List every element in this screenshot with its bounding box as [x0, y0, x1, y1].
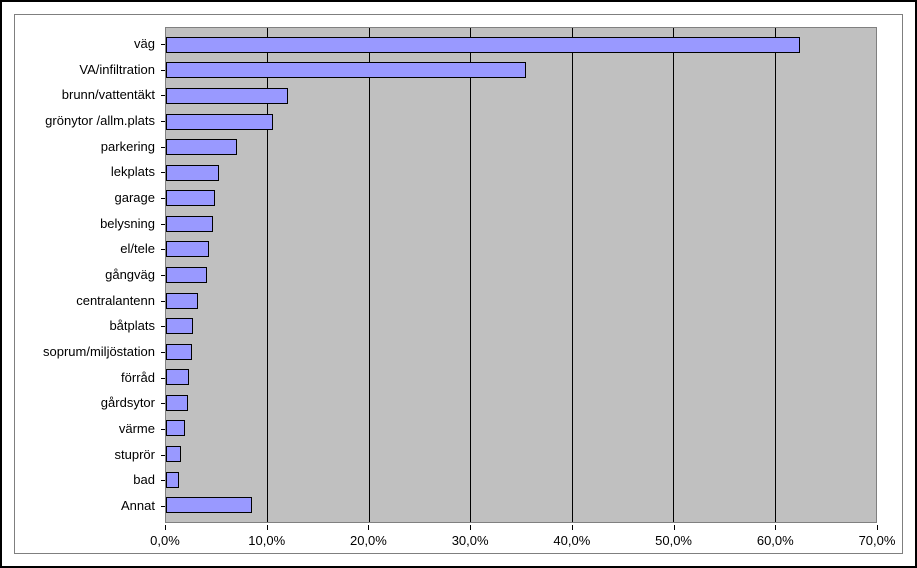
- y-tick: [161, 326, 165, 327]
- y-tick: [161, 172, 165, 173]
- y-tick: [161, 378, 165, 379]
- x-tick: [165, 525, 166, 530]
- bar-row: [166, 139, 876, 155]
- bar-row: [166, 293, 876, 309]
- x-tick: [470, 525, 471, 530]
- x-axis-label: 70,0%: [859, 533, 896, 548]
- bar-row: [166, 114, 876, 130]
- y-tick: [161, 249, 165, 250]
- y-tick: [161, 301, 165, 302]
- x-axis-label: 0,0%: [150, 533, 180, 548]
- y-axis-label: Annat: [15, 498, 160, 514]
- bar-row: [166, 216, 876, 232]
- y-axis-label: garage: [15, 190, 160, 206]
- bar: [166, 472, 179, 488]
- bar: [166, 395, 188, 411]
- bar: [166, 420, 185, 436]
- y-tick: [161, 480, 165, 481]
- y-tick: [161, 70, 165, 71]
- bar-row: [166, 37, 876, 53]
- outer-frame: väg VA/infiltration brunn/vattentäkt grönyt…: [0, 0, 917, 568]
- bar: [166, 446, 181, 462]
- bar-row: [166, 497, 876, 513]
- bar-row: [166, 88, 876, 104]
- y-axis-label: gångväg: [15, 267, 160, 283]
- y-axis-label: båtplats: [15, 318, 160, 334]
- x-tick: [572, 525, 573, 530]
- bar: [166, 37, 800, 53]
- bar-row: [166, 241, 876, 257]
- y-axis-label: soprum/miljöstation: [15, 344, 160, 360]
- x-tick: [267, 525, 268, 530]
- y-tick: [161, 95, 165, 96]
- x-axis-label: 60,0%: [757, 533, 794, 548]
- y-axis-label: belysning: [15, 216, 160, 232]
- y-axis-label: förråd: [15, 370, 160, 386]
- bar: [166, 241, 209, 257]
- bar-row: [166, 395, 876, 411]
- y-axis-label: lekplats: [15, 164, 160, 180]
- y-tick: [161, 44, 165, 45]
- y-tick: [161, 506, 165, 507]
- bar: [166, 369, 189, 385]
- y-axis-label: centralantenn: [15, 293, 160, 309]
- y-tick: [161, 352, 165, 353]
- bar-row: [166, 369, 876, 385]
- x-axis-label: 40,0%: [553, 533, 590, 548]
- y-axis-label: bad: [15, 472, 160, 488]
- bars-container: [166, 28, 876, 522]
- bar: [166, 497, 252, 513]
- y-tick: [161, 403, 165, 404]
- y-tick: [161, 224, 165, 225]
- y-tick: [161, 198, 165, 199]
- x-tick: [674, 525, 675, 530]
- chart-frame: väg VA/infiltration brunn/vattentäkt grönyt…: [14, 14, 903, 554]
- y-axis-label: grönytor /allm.plats: [15, 113, 160, 129]
- x-axis-labels: 0,0%10,0%20,0%30,0%40,0%50,0%60,0%70,0%: [165, 525, 877, 553]
- y-tick: [161, 455, 165, 456]
- x-tick: [775, 525, 776, 530]
- bar-row: [166, 62, 876, 78]
- y-axis-label: el/tele: [15, 241, 160, 257]
- y-axis-label: väg: [15, 36, 160, 52]
- x-tick: [368, 525, 369, 530]
- bar: [166, 165, 219, 181]
- y-axis-label: stuprör: [15, 447, 160, 463]
- bar-row: [166, 318, 876, 334]
- y-axis-label: gårdsytor: [15, 395, 160, 411]
- bar: [166, 216, 213, 232]
- y-axis-label: VA/infiltration: [15, 62, 160, 78]
- bar: [166, 344, 192, 360]
- y-tick: [161, 121, 165, 122]
- x-axis-label: 50,0%: [655, 533, 692, 548]
- plot-area: [165, 27, 877, 523]
- bar-row: [166, 165, 876, 181]
- x-axis-label: 30,0%: [452, 533, 489, 548]
- bar-row: [166, 446, 876, 462]
- bar-row: [166, 344, 876, 360]
- bar: [166, 139, 237, 155]
- bar: [166, 267, 207, 283]
- y-axis-labels: väg VA/infiltration brunn/vattentäkt grönyt…: [15, 27, 160, 523]
- y-axis-label: värme: [15, 421, 160, 437]
- bar-row: [166, 267, 876, 283]
- y-axis-label: brunn/vattentäkt: [15, 87, 160, 103]
- x-axis-label: 10,0%: [248, 533, 285, 548]
- x-tick: [877, 525, 878, 530]
- bar: [166, 62, 526, 78]
- bar-row: [166, 472, 876, 488]
- bar: [166, 293, 198, 309]
- y-axis-label: parkering: [15, 139, 160, 155]
- bar-row: [166, 420, 876, 436]
- bar-row: [166, 190, 876, 206]
- bar: [166, 88, 288, 104]
- y-tick: [161, 147, 165, 148]
- x-axis-label: 20,0%: [350, 533, 387, 548]
- bar: [166, 190, 215, 206]
- bar: [166, 318, 193, 334]
- y-tick: [161, 275, 165, 276]
- y-tick: [161, 429, 165, 430]
- bar: [166, 114, 273, 130]
